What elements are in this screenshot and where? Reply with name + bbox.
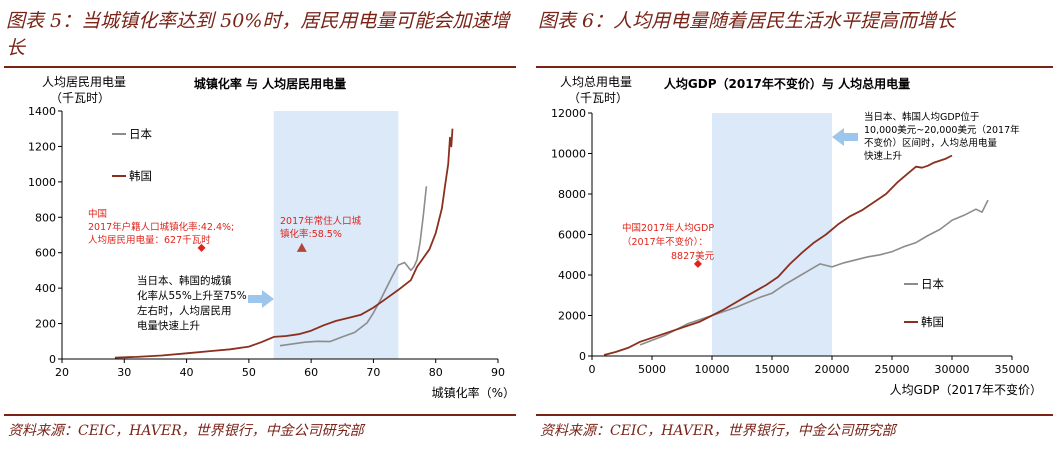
y-tick-label: 600 — [35, 247, 56, 260]
y-tick-label: 0 — [579, 350, 586, 363]
china-annotation-line3: 8827美元 — [671, 250, 715, 262]
y-tick-label: 1200 — [28, 140, 56, 153]
figure-title: 图表 5：当城镇化率达到 50%时，居民用电量可能会加速增长 — [6, 10, 510, 59]
series-line-japan — [639, 199, 989, 346]
x-tick-label: 25000 — [875, 363, 910, 376]
china-annotation-line2: （2017年不变价）： — [622, 236, 708, 248]
legend-label: 日本 — [129, 127, 152, 141]
y-tick-label: 800 — [35, 211, 56, 224]
x-tick-label: 35000 — [995, 363, 1030, 376]
x-tick-label: 70 — [366, 366, 380, 379]
x-tick-label: 15000 — [755, 363, 790, 376]
callout-line: 电量快速上升 — [137, 319, 200, 332]
title-rule — [536, 66, 1053, 68]
urbanization-vs-electricity-chart: 0 200 400 600 800 1000 1200 1400 20 30 40 50 60 70 80 9… — [28, 75, 515, 400]
source-note: 资料来源：CEIC，HAVER，世界银行，中金公司研究部 — [540, 423, 896, 439]
resident-annotation-line2: 镇化率:58.5% — [280, 228, 342, 240]
y-tick-label: 6000 — [558, 229, 586, 242]
x-tick-label: 80 — [429, 366, 443, 379]
callout-line: 快速上升 — [864, 150, 903, 162]
legend-label: 日本 — [921, 277, 944, 291]
x-tick-label: 60 — [304, 366, 318, 379]
legend-label: 韩国 — [129, 169, 152, 183]
series-line-korea — [114, 128, 454, 359]
y-tick-label: 400 — [35, 282, 56, 295]
china-annotation-line2: 人均居民用电量：627千瓦时 — [88, 234, 211, 246]
y-axis-label: 人均居民用电量 — [42, 75, 126, 89]
series-line-korea — [603, 154, 953, 356]
gdp-vs-electricity-chart: 0 2000 4000 6000 8000 10000 12000 0 5000 10000 150… — [551, 75, 1042, 397]
china-label: 中国 — [88, 208, 107, 220]
china-marker — [197, 243, 206, 252]
x-axis-label: 城镇化率（%） — [432, 385, 515, 400]
series-line-japan — [279, 186, 428, 347]
shaded-band — [273, 111, 399, 359]
x-tick-label: 30 — [117, 366, 131, 379]
callout-line: 当日本、韩国的城镇 — [137, 274, 232, 287]
x-tick-label: 0 — [589, 363, 596, 376]
callout-line: 当日本、韩国人均GDP位于 — [864, 111, 979, 123]
y-tick-label: 12000 — [551, 107, 586, 120]
x-tick-label: 90 — [491, 366, 505, 379]
chart-title: 人均GDP（2017年不变价）与 人均总用电量 — [664, 76, 910, 91]
figure-panel-right: 图表 6：人均用电量随着居民生活水平提高而增长 0 2000 4000 6000 800… — [532, 0, 1057, 462]
y-tick-label: 8000 — [558, 188, 586, 201]
callout-line: 化率从55%上升至75% — [137, 289, 247, 302]
y-tick-label: 0 — [49, 353, 56, 366]
y-axis-unit: （千瓦时） — [568, 91, 628, 105]
shaded-band — [712, 113, 832, 356]
chart-title: 城镇化率 与 人均居民用电量 — [194, 76, 346, 91]
china-annotation-line1: 2017年户籍人口城镇化率:42.4%; — [88, 221, 234, 233]
figure-panel-left: 图表 5：当城镇化率达到 50%时，居民用电量可能会加速增长 0 200 400 60… — [0, 0, 520, 462]
resident-marker — [296, 242, 307, 252]
x-tick-label: 20000 — [815, 363, 850, 376]
source-rule — [536, 414, 1053, 416]
y-tick-label: 10000 — [551, 148, 586, 161]
figure-title: 图表 6：人均用电量随着居民生活水平提高而增长 — [538, 10, 956, 32]
x-tick-label: 5000 — [638, 363, 666, 376]
x-tick-label: 50 — [242, 366, 256, 379]
y-tick-label: 1400 — [28, 105, 56, 118]
x-tick-label: 40 — [180, 366, 194, 379]
source-note: 资料来源：CEIC，HAVER，世界银行，中金公司研究部 — [8, 423, 364, 439]
china-annotation-line1: 中国2017年人均GDP — [622, 222, 714, 234]
callout-arrow — [248, 290, 274, 308]
callout-line: 不变价）区间时，人均总用电量 — [864, 137, 998, 149]
callout-line: 左右时，人均居民用 — [137, 304, 232, 317]
title-rule — [4, 66, 516, 68]
y-tick-label: 1000 — [28, 176, 56, 189]
source-rule — [4, 414, 516, 416]
resident-annotation-line1: 2017年常住人口城 — [280, 215, 362, 227]
x-tick-label: 10000 — [695, 363, 730, 376]
x-tick-label: 30000 — [935, 363, 970, 376]
china-marker — [693, 259, 702, 268]
x-axis-label: 人均GDP（2017年不变价） — [890, 382, 1042, 397]
y-tick-label: 200 — [35, 318, 56, 331]
legend-label: 韩国 — [921, 315, 944, 329]
y-tick-label: 4000 — [558, 269, 586, 282]
x-tick-label: 20 — [55, 366, 69, 379]
callout-line: 10,000美元~20,000美元（2017年 — [864, 124, 1020, 136]
y-tick-label: 2000 — [558, 310, 586, 323]
callout-arrow — [832, 128, 858, 146]
y-axis-label: 人均总用电量 — [560, 75, 632, 89]
y-axis-unit: （千瓦时） — [50, 91, 110, 105]
